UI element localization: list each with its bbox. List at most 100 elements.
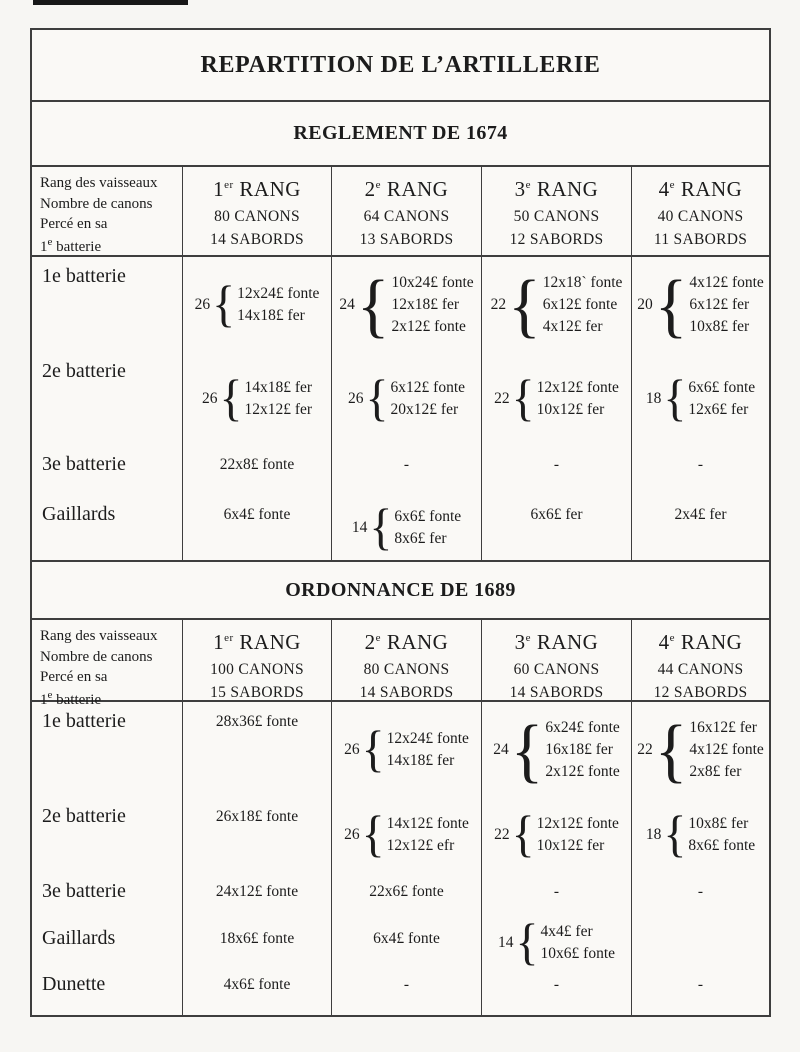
value-cell: - <box>631 965 769 1015</box>
rank-sup: e <box>375 179 382 192</box>
brace-group: 14{6x6£ fonte 8x6£ fer <box>352 502 461 552</box>
row-label: Dunette <box>42 973 106 995</box>
rank-header-cell: 1er RANG 80 CANONS 14 SABORDS <box>182 167 331 262</box>
brace-icon: { <box>515 914 539 971</box>
value-cell: 26x18£ fonte <box>182 797 331 872</box>
group-items: 4x12£ fonte 6x12£ fer 10x8£ fer <box>689 272 763 338</box>
group-item: 4x12£ fer <box>542 317 603 335</box>
brace-icon: { <box>663 806 687 862</box>
value-cell: 6x4£ fonte <box>331 919 481 967</box>
value-cell: 28x36£ fonte <box>182 702 331 797</box>
cell-value: 6x4£ fonte <box>373 930 440 947</box>
group-items: 10x8£ fer 8x6£ fonte <box>688 813 755 857</box>
group-item: 12x12£ efr <box>386 836 455 854</box>
cell-value: 22x6£ fonte <box>369 883 444 900</box>
group-count: 26 <box>194 295 211 313</box>
value-cell: - <box>331 445 481 495</box>
brace-group: 26{12x24£ fonte 14x18£ fer <box>344 724 469 774</box>
brace-group: 22{12x18` fonte 6x12£ fonte 4x12£ fer <box>491 269 623 340</box>
group-count: 18 <box>645 825 662 843</box>
value-cell: - <box>481 965 631 1015</box>
value-cell: 14{4x4£ fer 10x6£ fonte <box>481 914 631 971</box>
value-cell: 26{6x12£ fonte 20x12£ fer <box>331 352 481 445</box>
group-item: 12x18` fonte <box>542 273 623 291</box>
section-banner: REGLEMENT DE 1674 <box>32 102 769 167</box>
brace-icon: { <box>510 709 544 790</box>
empty-dash: - <box>697 883 704 900</box>
brace-group: 14{4x4£ fer 10x6£ fonte <box>497 914 615 971</box>
row-label: 1e batterie <box>42 710 126 732</box>
empty-dash: - <box>553 976 560 993</box>
rank-sup: e <box>375 632 382 645</box>
rank-sabords: 12 SABORDS <box>509 230 604 248</box>
row-label: 2e batterie <box>42 360 126 382</box>
page-title: REPARTITION DE L’ARTILLERIE <box>200 51 601 78</box>
group-item: 10x12£ fer <box>536 400 605 418</box>
rank-header-cell: 2e RANG 80 CANONS 14 SABORDS <box>331 620 481 715</box>
group-items: 12x18` fonte 6x12£ fonte 4x12£ fer <box>543 272 623 338</box>
rank-header-cell: 3e RANG 60 CANONS 14 SABORDS <box>481 620 631 715</box>
value-cell: 24x12£ fonte <box>182 872 331 919</box>
brace-group: 24{10x24£ fonte 12x18£ fer 2x12£ fonte <box>339 269 474 340</box>
group-item: 6x6£ fonte <box>394 507 462 525</box>
row-label: 1e batterie <box>42 265 126 287</box>
group-items: 6x12£ fonte 20x12£ fer <box>391 377 465 421</box>
group-item: 10x12£ fer <box>536 836 605 854</box>
value-cell: 2x4£ fer <box>631 495 769 560</box>
value-cell: 22{12x18` fonte 6x12£ fonte 4x12£ fer <box>481 257 631 352</box>
value-cell: 22x6£ fonte <box>331 872 481 919</box>
rank-canons: 100 CANONS <box>210 661 304 679</box>
section-banner-label: REGLEMENT DE 1674 <box>293 122 508 144</box>
rank-header-cell: 4e RANG 40 CANONS 11 SABORDS <box>631 167 769 262</box>
group-item: 14x12£ fonte <box>386 814 469 832</box>
rank-title: 3e RANG <box>514 177 599 202</box>
brace-group: 26{14x18£ fer 12x12£ fer <box>201 373 313 423</box>
group-item: 8x6£ fonte <box>688 836 756 854</box>
brace-group: 26{14x12£ fonte 12x12£ efr <box>344 809 469 859</box>
cell-value: 4x6£ fonte <box>223 976 291 993</box>
group-count: 26 <box>201 389 218 407</box>
group-items: 6x6£ fonte 12x6£ fer <box>688 377 755 421</box>
group-count: 22 <box>494 389 510 407</box>
value-cell <box>631 919 769 967</box>
group-item: 6x12£ fonte <box>542 295 618 313</box>
value-cell: 20{4x12£ fonte 6x12£ fer 10x8£ fer <box>631 257 769 352</box>
group-items: 4x4£ fer 10x6£ fonte <box>541 921 615 965</box>
brace-group: 22{12x12£ fonte 10x12£ fer <box>494 809 619 859</box>
value-cell: - <box>631 872 769 919</box>
group-item: 14x18£ fer <box>244 378 313 396</box>
group-items: 12x12£ fonte 10x12£ fer <box>537 813 619 857</box>
rank-title: 3e RANG <box>514 630 599 655</box>
group-items: 6x6£ fonte 8x6£ fer <box>394 506 461 550</box>
group-count: 22 <box>494 825 510 843</box>
brace-icon: { <box>511 370 535 426</box>
table-row: 2e batterie 26x18£ fonte 26{14x12£ fonte 12… <box>32 797 769 872</box>
cell-value: 2x4£ fer <box>674 506 727 523</box>
value-cell: 22x8£ fonte <box>182 445 331 495</box>
group-item: 12x12£ fer <box>244 400 313 418</box>
table-row: 3e batterie 24x12£ fonte 22x6£ fonte - - <box>32 872 769 919</box>
table-row: Gaillards 18x6£ fonte 6x4£ fonte 14{4x4£ fe… <box>32 914 769 971</box>
rank-title: 4e RANG <box>658 630 743 655</box>
value-cell: 18x6£ fonte <box>182 919 331 967</box>
value-cell: 22{12x12£ fonte 10x12£ fer <box>481 352 631 445</box>
rank-num: 1 <box>213 630 225 655</box>
group-items: 14x12£ fonte 12x12£ efr <box>387 813 469 857</box>
empty-dash: - <box>697 976 704 993</box>
value-cell: 26{14x18£ fer 12x12£ fer <box>182 352 331 445</box>
group-items: 6x24£ fonte 16x18£ fer 2x12£ fonte <box>545 717 619 783</box>
empty-dash: - <box>553 883 560 900</box>
group-item: 10x24£ fonte <box>391 273 474 291</box>
cell-value: 28x36£ fonte <box>215 713 299 730</box>
group-count: 14 <box>497 934 514 952</box>
group-item: 20x12£ fer <box>390 400 459 418</box>
rank-sup: e <box>669 179 676 192</box>
value-cell: 6x6£ fer <box>481 495 631 560</box>
value-cell: 6x4£ fonte <box>182 495 331 560</box>
corner-num: 1 <box>40 239 48 256</box>
rank-title: 1er RANG <box>213 177 301 202</box>
brace-group: 24{6x24£ fonte 16x18£ fer 2x12£ fonte <box>493 709 620 790</box>
value-cell: 22{12x12£ fonte 10x12£ fer <box>481 797 631 872</box>
value-cell: - <box>481 872 631 919</box>
group-count: 26 <box>347 389 364 407</box>
